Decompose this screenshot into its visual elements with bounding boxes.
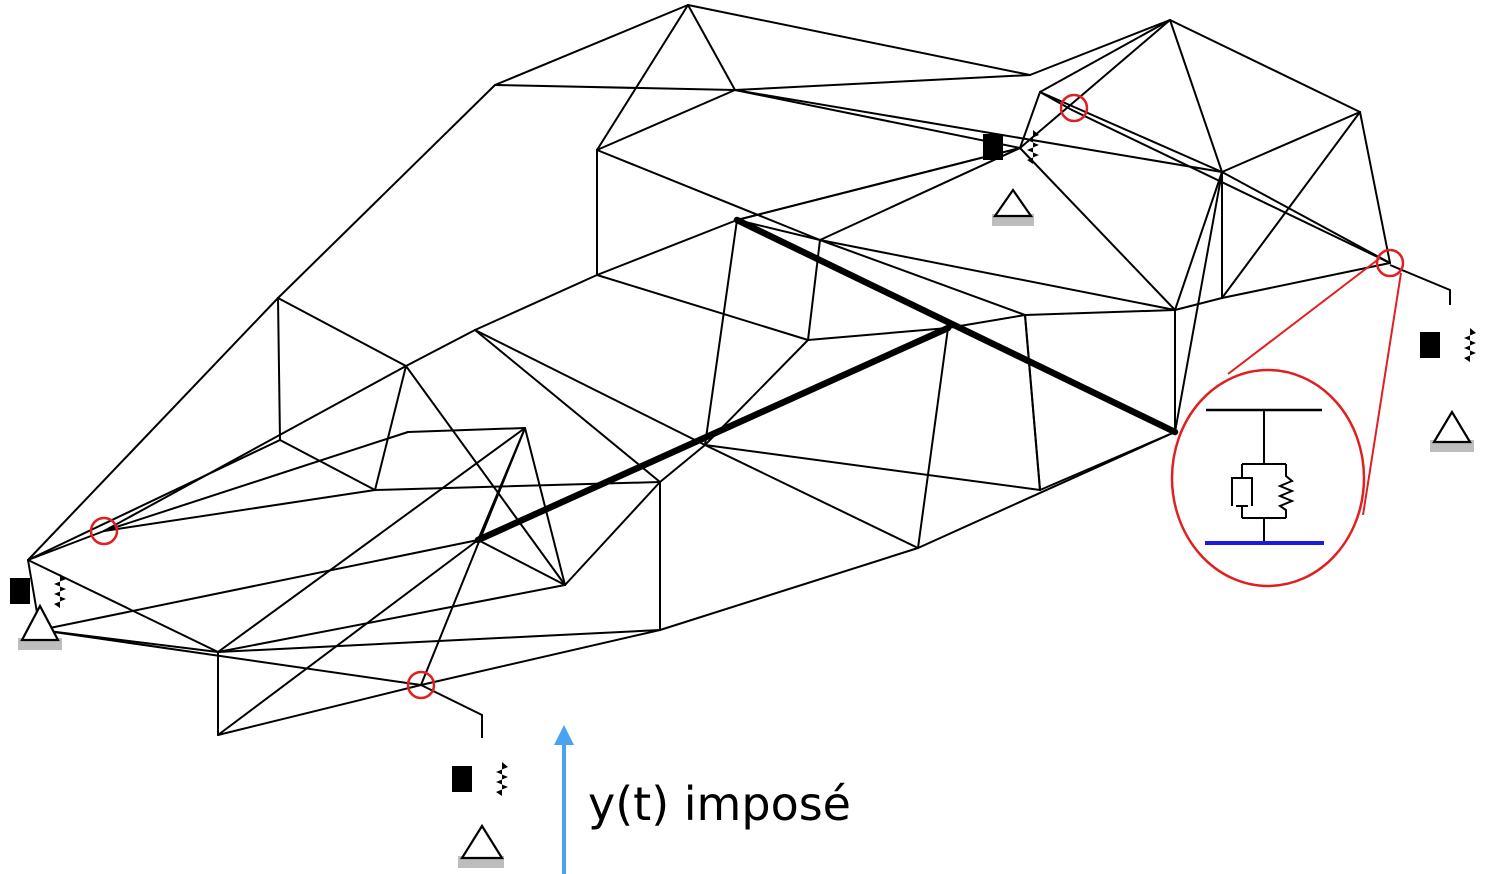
frame-beam	[474, 329, 661, 483]
frame-beam	[27, 439, 281, 561]
frame-beam	[596, 274, 809, 341]
frame-beam	[734, 89, 1021, 149]
ground-support-rear-right	[1430, 409, 1474, 452]
frame-beam	[1359, 111, 1391, 264]
frame-beam	[596, 4, 689, 151]
frame-beam	[596, 219, 738, 276]
ground-support-rear-left	[992, 188, 1034, 226]
joint-marker-front-right	[406, 670, 436, 700]
frame-beam	[1039, 19, 1171, 93]
frame-beam	[734, 74, 1031, 91]
frame-beam	[687, 4, 736, 91]
input-label: y(t) imposé	[588, 777, 851, 831]
frame-beam	[494, 4, 689, 86]
frame-beam	[420, 629, 661, 686]
frame-beam	[217, 427, 526, 653]
frame-beam	[1174, 171, 1223, 311]
frame-beam	[277, 84, 496, 299]
spring-damper-rear-right	[1420, 306, 1476, 384]
frame-beam	[494, 84, 736, 91]
frame-beam	[736, 147, 1021, 221]
frame-beam	[1024, 314, 1041, 491]
frame-beam	[734, 89, 1223, 173]
joint-marker-rear-left	[1059, 93, 1089, 123]
frame-beam	[27, 297, 279, 561]
frame-beam	[1221, 262, 1391, 299]
frame-beam	[477, 539, 566, 586]
frame-beam	[474, 329, 706, 446]
frame-beam	[103, 489, 376, 532]
frame-beam	[217, 584, 566, 653]
frame-beam	[596, 149, 821, 241]
frame-beam	[217, 684, 422, 736]
frame-beam	[1071, 109, 1391, 264]
frame-beam	[1029, 19, 1171, 76]
ground-support-front-left	[18, 603, 62, 650]
frame-beam	[279, 439, 376, 491]
spring-damper-zoomed	[1231, 410, 1295, 542]
frame-beam	[39, 539, 479, 631]
joint-marker-front-left	[89, 516, 119, 546]
frame-beam	[819, 147, 1021, 241]
frame-beam	[103, 365, 407, 532]
frame-beam	[1174, 171, 1223, 433]
frame-beam	[1039, 91, 1073, 111]
spring-damper-front-right	[452, 740, 508, 818]
frame-beam	[1039, 91, 1223, 173]
frame-beam	[596, 89, 736, 151]
joint-marker-rear-right	[1375, 248, 1405, 278]
frame-beam	[917, 327, 949, 549]
suspension-link-rear-right	[1389, 264, 1451, 305]
frame-beam	[103, 431, 409, 532]
frame-beam	[807, 327, 949, 341]
heavy-beam	[474, 324, 952, 544]
frame-beam	[1019, 91, 1041, 149]
frame-beam	[1169, 19, 1223, 173]
frame-beam	[659, 547, 919, 631]
frame-beam	[277, 297, 407, 367]
frame-beam	[1221, 111, 1361, 173]
frame-beam	[407, 427, 526, 433]
zoom-callout	[1170, 257, 1402, 588]
frame-beam	[39, 629, 422, 686]
frame-beam	[564, 481, 661, 586]
frame-beam	[477, 427, 526, 541]
frame-beam	[1221, 111, 1361, 299]
frame-beam	[405, 365, 566, 586]
frame-beam	[687, 4, 1031, 76]
frame-beam	[819, 239, 1026, 316]
frame-beam	[277, 297, 281, 441]
frame-beam	[1169, 19, 1361, 113]
frame-beam	[704, 444, 1041, 491]
frame-beam	[474, 274, 598, 331]
frame-beam	[659, 444, 706, 483]
frame-beam	[1019, 19, 1171, 149]
frame-beam	[1019, 147, 1176, 311]
frame-beam	[27, 559, 219, 653]
heavy-beam	[733, 216, 1179, 436]
ground-support-front-right	[458, 823, 504, 868]
frame-beam	[1039, 431, 1176, 491]
frame-beam	[374, 365, 407, 491]
frame-beam	[704, 219, 738, 446]
suspension-link-front-right	[420, 684, 483, 738]
chassis-frame	[27, 4, 1391, 736]
frame-beam	[1024, 309, 1176, 316]
frame-beam	[374, 481, 661, 491]
frame-beam	[819, 239, 1176, 311]
frame-beam	[217, 539, 479, 736]
frame-beam	[405, 329, 476, 367]
frame-beam	[704, 444, 919, 549]
frame-beam	[1221, 171, 1391, 264]
